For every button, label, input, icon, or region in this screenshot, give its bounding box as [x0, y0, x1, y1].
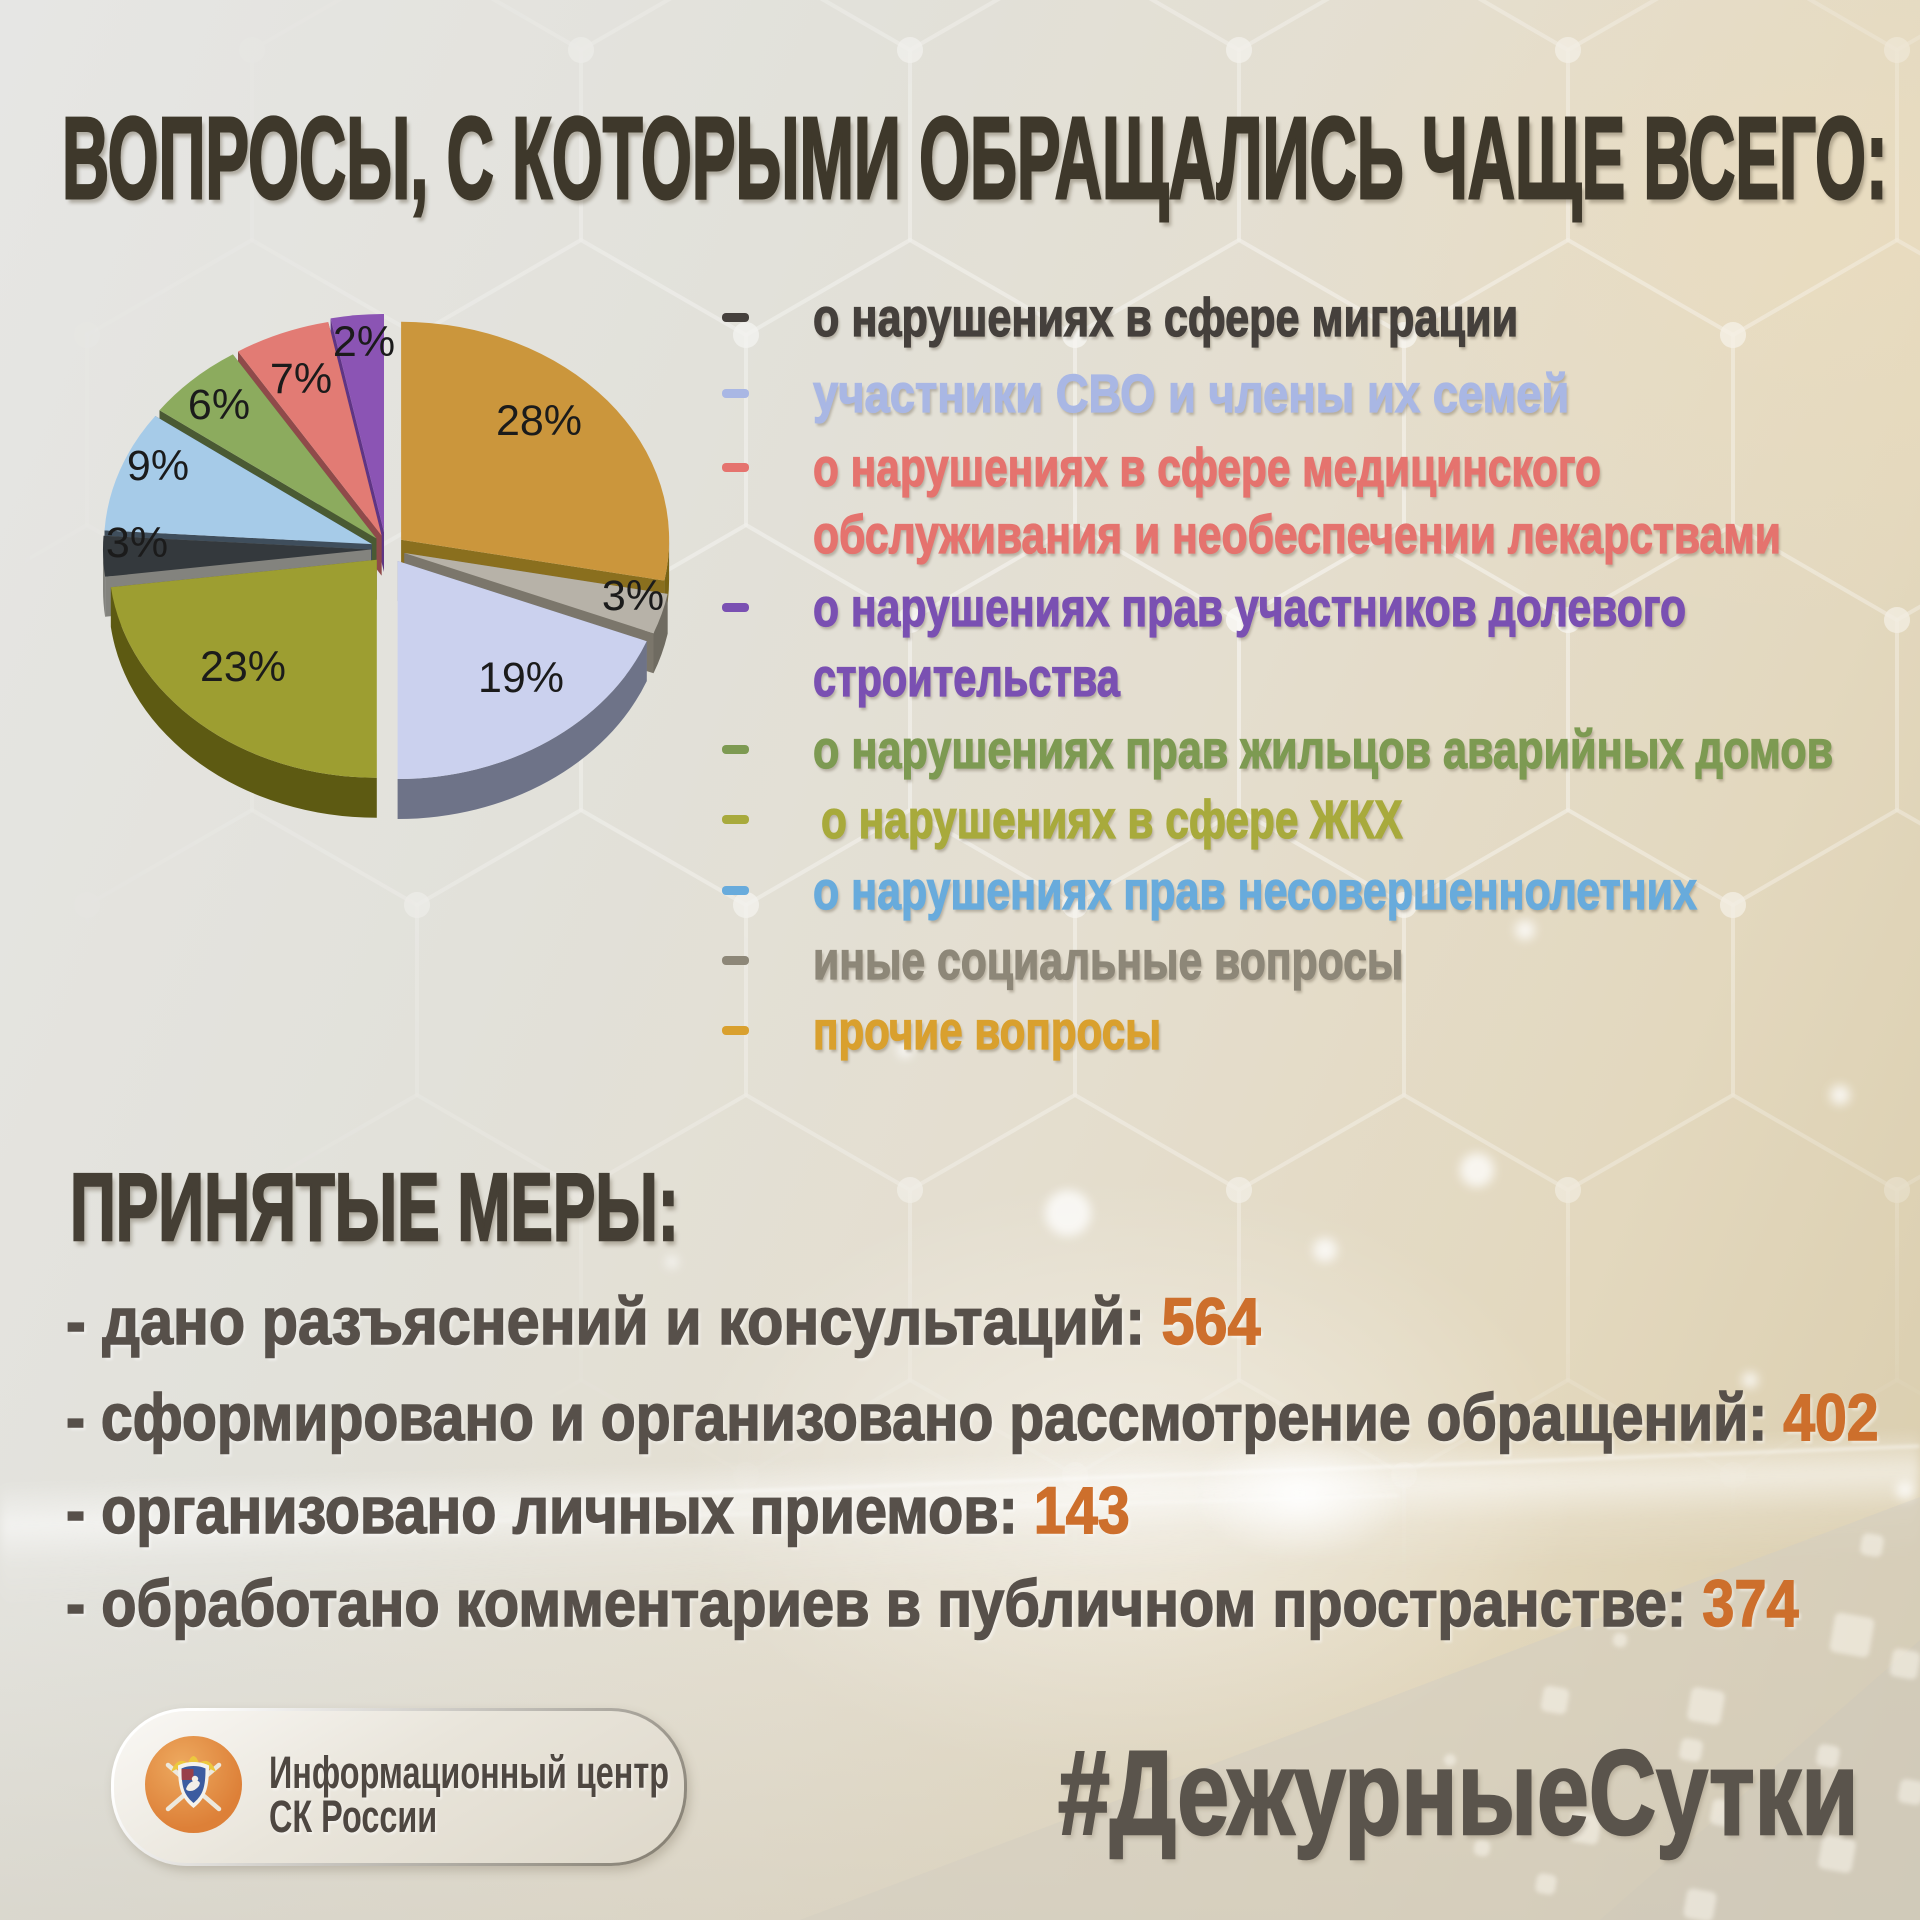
svg-text:19%: 19%	[478, 654, 564, 702]
svg-text:2%: 2%	[333, 318, 395, 366]
svg-text:23%: 23%	[200, 643, 286, 691]
svg-text:3%: 3%	[602, 572, 664, 620]
svg-text:3%: 3%	[106, 519, 168, 567]
svg-text:7%: 7%	[270, 355, 332, 403]
svg-text:6%: 6%	[188, 381, 250, 429]
svg-text:28%: 28%	[496, 397, 582, 445]
svg-text:9%: 9%	[127, 442, 189, 490]
